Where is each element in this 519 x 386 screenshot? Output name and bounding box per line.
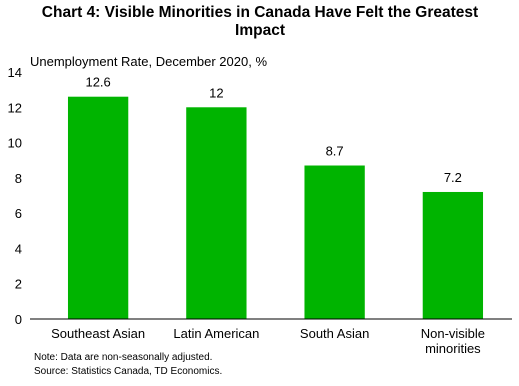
bar [186, 107, 247, 320]
bar [422, 191, 484, 319]
source: Source: Statistics Canada, TD Economics. [34, 366, 223, 377]
y-tick-label: 0 [15, 312, 22, 327]
x-tick-label: South Asian [299, 326, 370, 341]
y-tick-label: 6 [15, 206, 22, 221]
y-tick-label: 10 [8, 136, 22, 151]
chart-title: Chart 4: Visible Minorities in Canada Ha… [41, 4, 479, 39]
y-tick-label: 14 [8, 65, 22, 80]
y-tick-label: 12 [8, 100, 22, 115]
y-tick-label: 4 [15, 241, 22, 256]
x-tick-label: Latin American [173, 326, 260, 341]
x-tick-label: Southeast Asian [51, 326, 146, 341]
data-label: 12 [209, 85, 223, 100]
x-tick-label: Non-visible minorities [420, 326, 486, 356]
data-label: 7.2 [444, 170, 462, 185]
bar [304, 165, 365, 319]
y-tick-label: 8 [15, 171, 22, 186]
y-tick-label: 2 [15, 277, 22, 292]
note: Note: Data are non-seasonally adjusted. [34, 352, 213, 363]
data-label: 8.7 [326, 144, 344, 159]
bar [67, 96, 129, 319]
data-label: 12.6 [85, 75, 110, 90]
subtitle: Unemployment Rate, December 2020, % [30, 54, 267, 69]
